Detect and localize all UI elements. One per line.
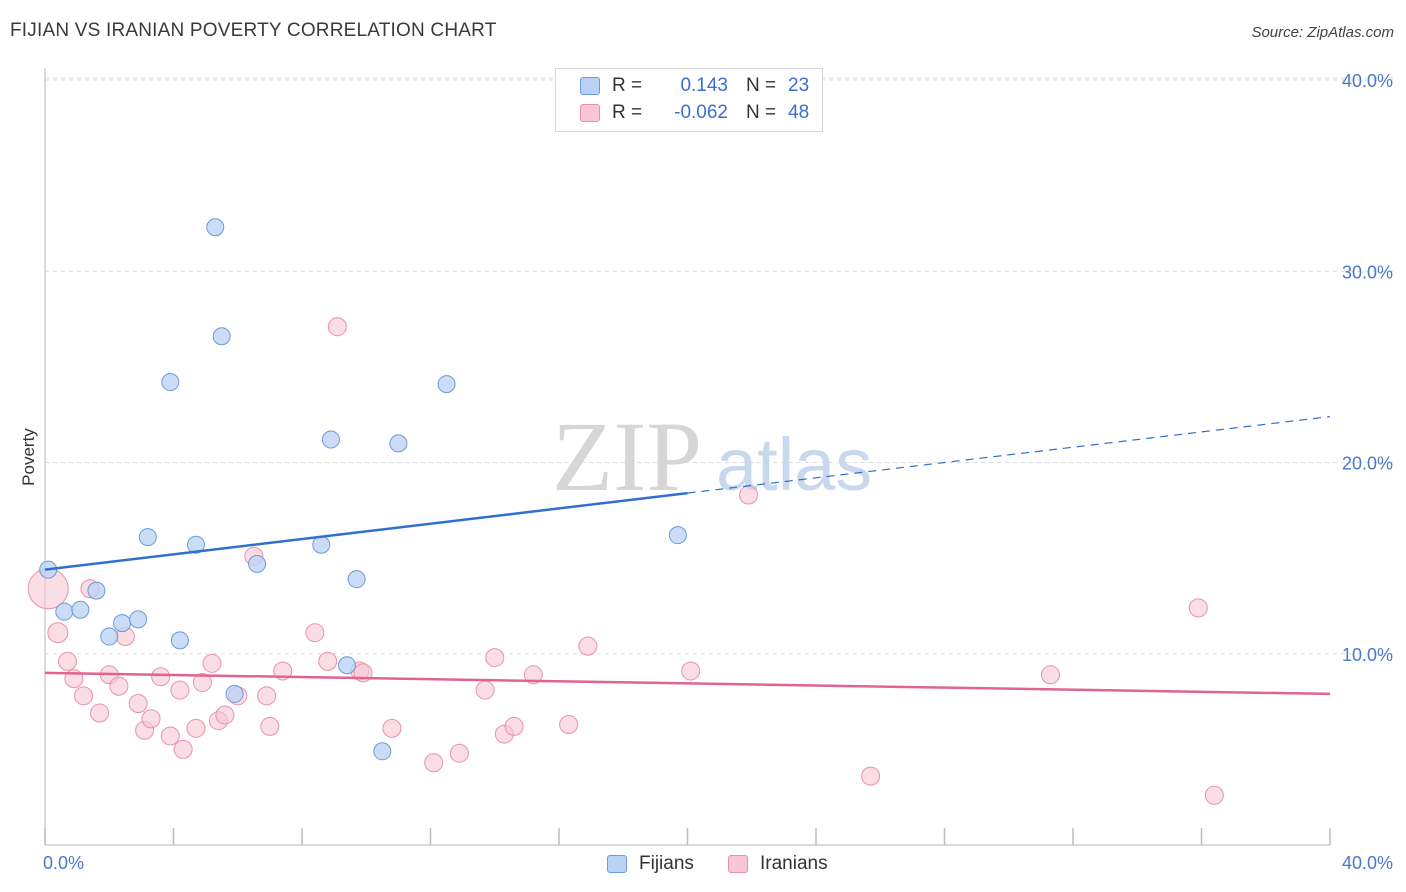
n-value: 23 xyxy=(788,75,810,96)
y-tick-label: 10.0% xyxy=(1342,645,1393,665)
iranian-point xyxy=(1041,665,1061,685)
fijians-swatch xyxy=(580,77,600,95)
r-label: R = xyxy=(612,102,643,123)
fijian-point xyxy=(206,218,225,237)
iranian-point xyxy=(424,753,444,773)
legend-iranians-swatch xyxy=(728,855,748,873)
legend-iranians-label: Iranians xyxy=(760,853,828,874)
iranian-point xyxy=(523,665,543,685)
iranian-point xyxy=(202,653,222,673)
correlation-stats-box: R = 0.143 N = 23 R = -0.062 N = 48 xyxy=(555,68,823,132)
iranian-point xyxy=(128,693,148,713)
iranian-point xyxy=(1204,785,1224,805)
iranian-point xyxy=(260,716,280,736)
iranian-point xyxy=(47,622,69,644)
axis-labels: 10.0% 20.0% 30.0% 40.0% 0.0% 40.0% Poverty xyxy=(19,71,1393,873)
n-value: 48 xyxy=(788,102,810,123)
fijian-point xyxy=(373,742,392,761)
chart-title: FIJIAN VS IRANIAN POVERTY CORRELATION CH… xyxy=(10,20,497,41)
trend-lines xyxy=(44,416,1331,696)
y-tick-label: 30.0% xyxy=(1342,262,1393,282)
legend-item-fijians: Fijians xyxy=(607,851,694,877)
iranian-point xyxy=(578,636,598,656)
fijian-trend-line xyxy=(44,491,688,571)
fijian-point xyxy=(389,434,408,453)
iranian-point xyxy=(739,485,759,505)
fijian-point xyxy=(337,656,356,675)
y-tick-label: 40.0% xyxy=(1342,71,1393,91)
fijian-point xyxy=(248,554,267,573)
fijian-point xyxy=(225,684,244,703)
iranian-point xyxy=(186,718,206,738)
fijian-point xyxy=(71,600,90,619)
iranian-point xyxy=(192,672,212,692)
iranian-point xyxy=(170,680,190,700)
r-value: 0.143 xyxy=(680,75,728,96)
iranian-point xyxy=(141,709,161,729)
iranian-point xyxy=(109,676,129,696)
legend-fijians-swatch xyxy=(607,855,627,873)
iranian-point xyxy=(382,718,402,738)
watermark-zip: ZIP xyxy=(552,401,702,512)
y-tick-label: 20.0% xyxy=(1342,454,1393,474)
iranian-point xyxy=(318,651,338,671)
fijian-point xyxy=(347,570,366,589)
iranian-point xyxy=(151,667,171,687)
fijian-point xyxy=(668,526,687,545)
r-label: R = xyxy=(612,75,643,96)
gridlines xyxy=(45,77,1395,655)
iranian-point xyxy=(215,705,235,725)
stats-row-fijians: R = 0.143 N = 23 xyxy=(580,73,809,99)
iranian-point xyxy=(475,680,495,700)
fijian-point xyxy=(321,430,340,449)
iranian-point xyxy=(160,726,180,746)
r-value: -0.062 xyxy=(674,102,728,123)
fijian-point xyxy=(186,535,205,554)
fijian-point xyxy=(437,375,456,394)
iranian-point xyxy=(485,648,505,668)
fijian-point xyxy=(87,581,106,600)
fijian-point xyxy=(100,627,119,646)
fijian-trend-extension xyxy=(687,416,1331,494)
legend-item-iranians: Iranians xyxy=(728,851,828,877)
iranians-swatch xyxy=(580,104,600,122)
fijian-point xyxy=(212,327,231,346)
fijian-point xyxy=(138,528,157,547)
iranian-point xyxy=(449,743,469,763)
n-label: N = xyxy=(746,75,777,96)
iranian-point xyxy=(1188,598,1208,618)
iranian-point xyxy=(173,739,193,759)
legend-fijians-label: Fijians xyxy=(639,853,694,874)
fijian-point xyxy=(170,631,189,650)
fijian-point xyxy=(312,535,331,554)
fijian-point xyxy=(55,602,74,621)
iranian-point xyxy=(305,623,325,643)
fijian-point xyxy=(129,610,148,629)
n-label: N = xyxy=(746,102,777,123)
x-tick-label: 0.0% xyxy=(43,853,84,873)
y-axis-title: Poverty xyxy=(19,428,38,486)
stats-row-iranians: R = -0.062 N = 48 xyxy=(580,100,809,126)
iranian-point xyxy=(861,766,881,786)
iranian-point xyxy=(504,716,524,736)
axes xyxy=(44,68,1331,846)
iranian-point xyxy=(74,686,94,706)
iranian-trend-line xyxy=(44,671,1331,696)
source-label: Source: ZipAtlas.com xyxy=(1251,24,1394,41)
iranian-point xyxy=(559,715,579,735)
iranian-point xyxy=(57,651,77,671)
x-tick-label: 40.0% xyxy=(1342,853,1393,873)
data-points xyxy=(27,218,1224,805)
fijian-point xyxy=(113,614,132,633)
iranian-point xyxy=(327,317,347,337)
iranian-point xyxy=(90,703,110,723)
iranian-point xyxy=(257,686,277,706)
iranian-point xyxy=(681,661,701,681)
fijian-point xyxy=(161,373,180,392)
